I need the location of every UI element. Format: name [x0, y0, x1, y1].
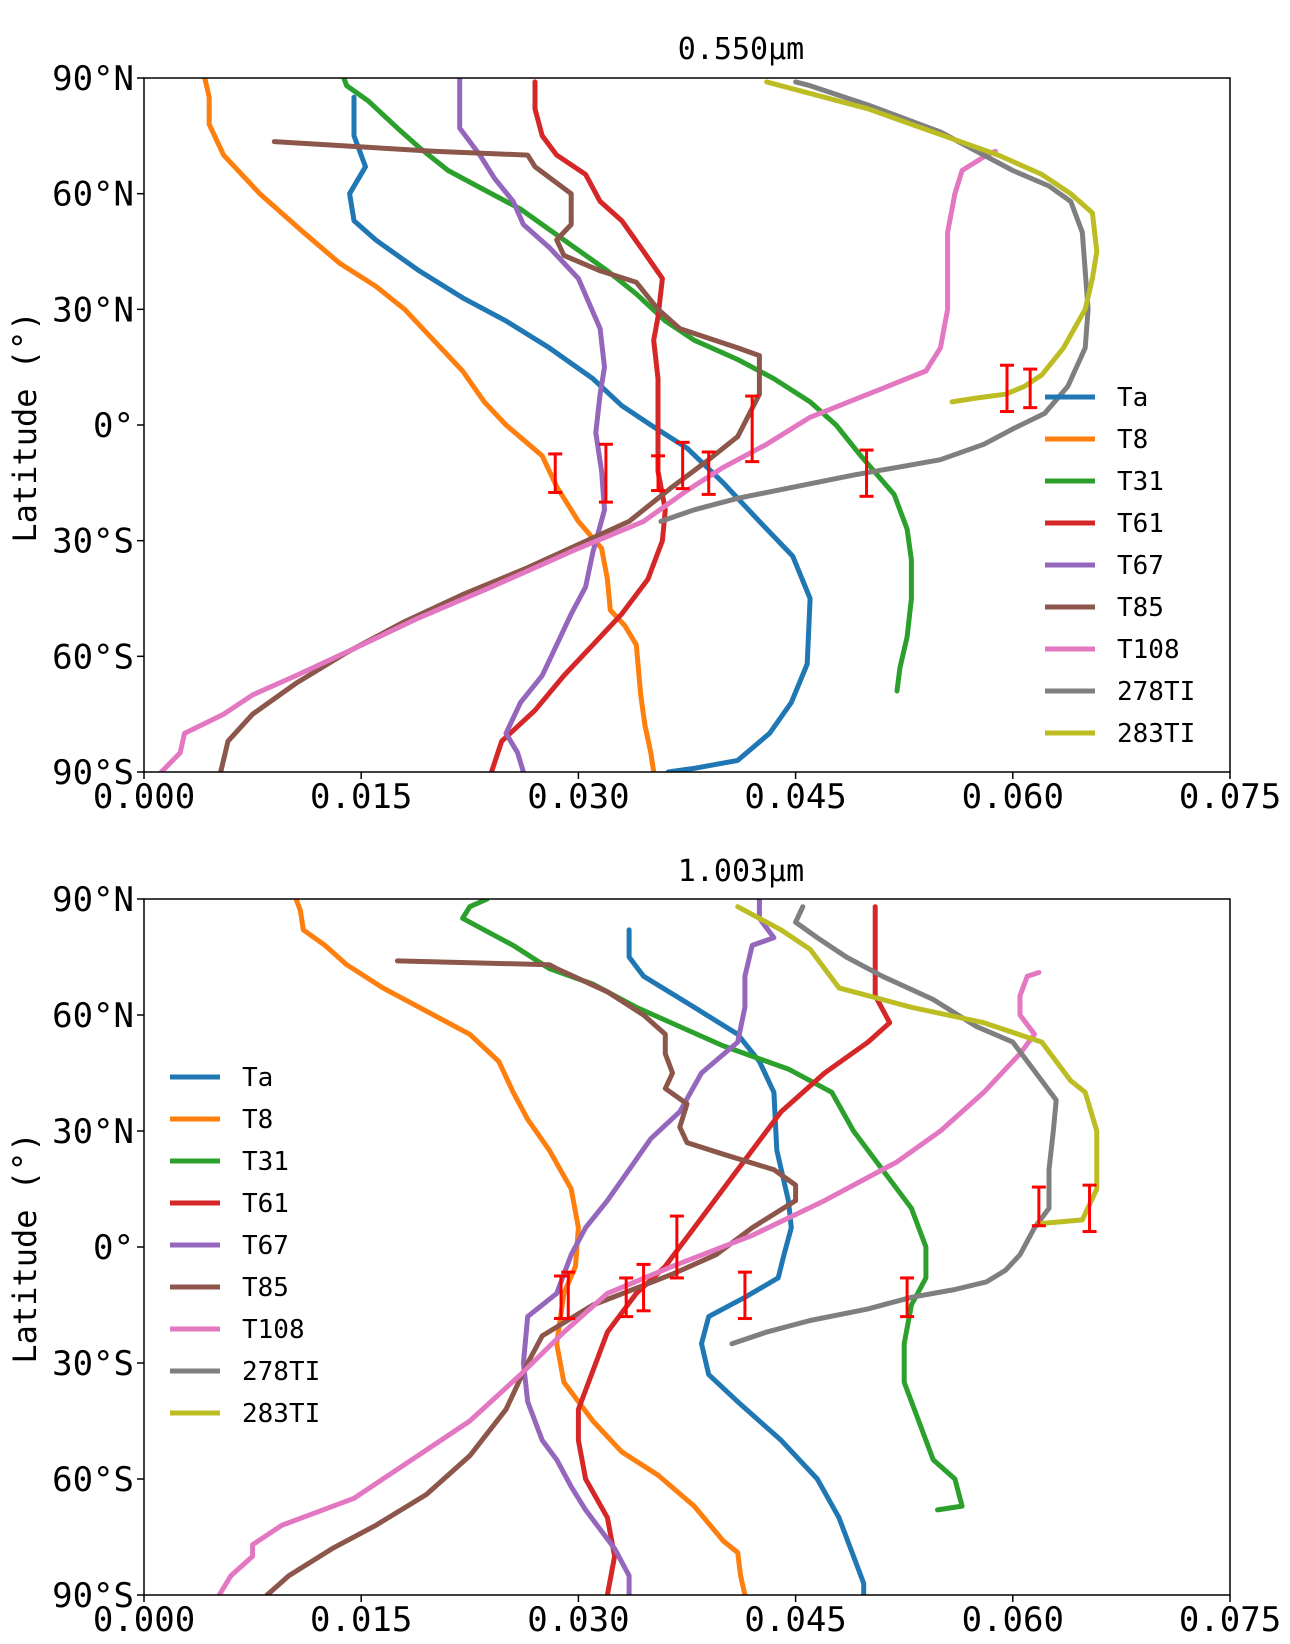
error-bar: [1031, 1185, 1046, 1228]
error-bar: [598, 442, 613, 504]
y-tick-label: 60°N: [52, 175, 134, 215]
series-line-t31: [341, 78, 914, 694]
chart-title: 0.550µm: [678, 32, 804, 67]
series-line-t8: [202, 78, 657, 772]
x-tick-label: 0.075: [1179, 1600, 1281, 1640]
legend-label: 278TI: [1117, 677, 1195, 707]
plot-area: [216, 899, 1100, 1595]
y-tick-label: 60°S: [52, 637, 134, 677]
error-bar: [619, 1276, 634, 1319]
legend-label: Ta: [242, 1063, 273, 1093]
x-tick-label: 0.000: [93, 1600, 195, 1640]
legend-label: T8: [242, 1105, 273, 1135]
series-line-ta: [347, 94, 813, 772]
series-line-283ti: [735, 904, 1100, 1227]
y-tick-label: 90°S: [52, 1576, 134, 1616]
error-bar: [636, 1262, 651, 1313]
legend-label: T85: [242, 1273, 289, 1303]
error-bar: [1023, 367, 1038, 410]
error-bar: [1000, 363, 1015, 414]
y-tick-label: 30°N: [52, 290, 134, 330]
legend-label: T61: [1117, 509, 1164, 539]
legend-label: 283TI: [242, 1399, 320, 1429]
legend-label: T31: [242, 1147, 289, 1177]
x-tick-label: 0.075: [1179, 777, 1281, 817]
y-tick-label: 30°N: [52, 1112, 134, 1152]
y-tick-label: 0°: [93, 406, 134, 446]
error-bar: [1082, 1183, 1097, 1234]
legend-label: 283TI: [1117, 719, 1195, 749]
y-tick-label: 90°S: [52, 753, 134, 793]
error-bar: [701, 450, 716, 496]
error-bar: [737, 1270, 752, 1321]
series-line-t61: [575, 904, 893, 1595]
y-tick-label: 30°S: [52, 522, 134, 562]
error-bar: [675, 440, 690, 491]
chart-title: 1.003µm: [678, 854, 804, 889]
x-tick-label: 0.030: [527, 1600, 629, 1640]
chart-panel-550: 0.550µm Latitude (°) 0.000 0.015 0.030 0.04…: [6, 32, 1281, 817]
series-line-t85: [218, 139, 762, 772]
error-bar: [548, 452, 563, 494]
error-bar: [900, 1276, 915, 1319]
y-tick-label: 60°S: [52, 1460, 134, 1500]
x-tick-label: 0.045: [744, 1600, 846, 1640]
legend-label: T108: [242, 1315, 305, 1345]
series-line-283ti: [764, 79, 1100, 405]
error-bar: [651, 454, 666, 493]
chart-panel-1003: 1.003µm Latitude (°) 0.000 0.015 0.030 0.04…: [6, 854, 1281, 1640]
legend-label: T8: [1117, 425, 1148, 455]
legend-label: T108: [1117, 635, 1180, 665]
legend-label: T67: [242, 1231, 289, 1261]
legend-label: T31: [1117, 467, 1164, 497]
x-tick-label: 0.015: [310, 1600, 412, 1640]
error-bar: [745, 394, 760, 464]
y-axis-label: Latitude (°): [6, 1132, 44, 1363]
legend-label: 278TI: [242, 1357, 320, 1387]
error-bar: [561, 1270, 576, 1321]
x-tick-label: 0.015: [310, 777, 412, 817]
series-line-t67: [457, 78, 607, 772]
series-line-278ti: [658, 79, 1091, 524]
x-tick-label: 0.045: [744, 777, 846, 817]
legend: Ta T8 T31 T61 T67 T85 T108 278TI 283TI: [170, 1063, 320, 1429]
x-tick-label: 0.030: [527, 777, 629, 817]
y-axis-label: Latitude (°): [6, 311, 44, 542]
legend-label: T61: [242, 1189, 289, 1219]
y-tick-label: 90°N: [52, 880, 134, 920]
series-line-t8: [293, 899, 748, 1595]
y-tick-label: 0°: [93, 1228, 134, 1268]
legend-label: T85: [1117, 593, 1164, 623]
series-line-t108: [158, 148, 998, 772]
x-tick-label: 0.060: [962, 777, 1064, 817]
y-tick-label: 90°N: [52, 59, 134, 99]
legend-label: T67: [1117, 551, 1164, 581]
series-line-ta: [626, 927, 867, 1595]
series-line-t108: [216, 970, 1042, 1595]
series-line-t31: [460, 899, 965, 1513]
x-tick-label: 0.060: [962, 1600, 1064, 1640]
y-tick-label: 60°N: [52, 996, 134, 1036]
error-bar: [669, 1214, 684, 1280]
plot-area: [158, 78, 1100, 772]
legend: Ta T8 T31 T61 T67 T85 T108 278TI 283TI: [1045, 383, 1195, 749]
series-line-t67: [520, 899, 777, 1595]
error-bar: [859, 448, 874, 498]
legend-label: Ta: [1117, 383, 1148, 413]
series-line-t61: [489, 79, 668, 772]
series-line-t85: [264, 958, 799, 1595]
series-line-278ti: [729, 904, 1059, 1347]
y-tick-label: 30°S: [52, 1344, 134, 1384]
x-tick-label: 0.000: [93, 777, 195, 817]
